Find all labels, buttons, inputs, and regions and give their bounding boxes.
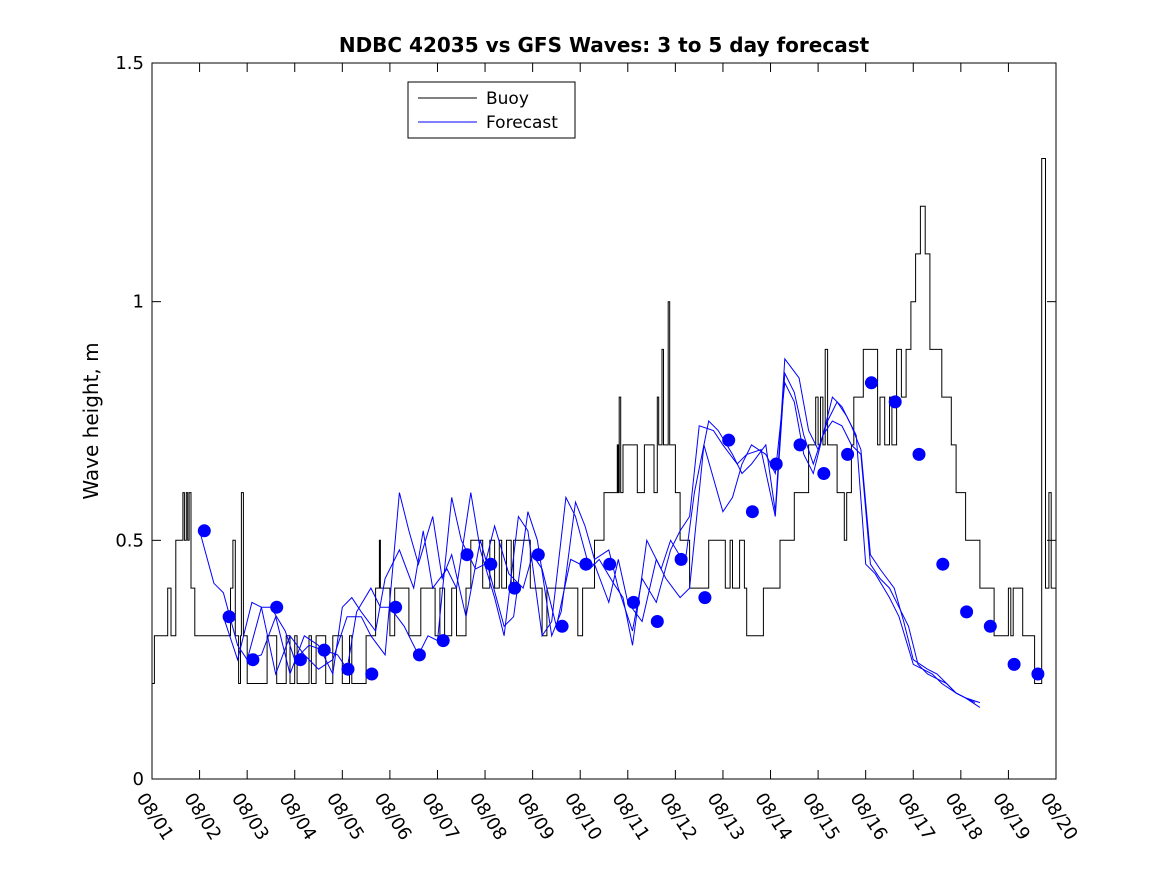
y-axis-label: Wave height, m [79,342,103,499]
forecast-marker [579,557,593,571]
forecast-marker [650,615,664,628]
buoy-line [152,158,1057,684]
forecast-marker [317,643,331,657]
forecast-marker [722,433,736,447]
legend-forecast-label: Forecast [486,113,558,133]
forecast-marker [484,557,498,571]
forecast-marker [793,438,807,452]
data-layer [152,158,1057,708]
y-tick-label: 1 [133,292,144,313]
chart-title: NDBC 42035 vs GFS Waves: 3 to 5 day fore… [339,33,870,57]
forecast-marker [841,447,855,461]
forecast-marker [627,595,640,609]
y-tick-label: 0.5 [115,530,144,551]
forecast-marker [555,619,569,633]
forecast-marker [745,505,759,519]
forecast-marker [817,467,831,480]
forecast-marker [460,548,474,562]
forecast-marker [936,557,950,571]
forecast-marker [412,648,426,662]
forecast-line-3 [247,357,981,708]
legend-buoy-label: Buoy [486,89,529,109]
forecast-marker [270,600,284,614]
y-tick-label: 0 [133,769,144,790]
forecast-marker [674,552,688,566]
forecast-marker [508,581,522,595]
forecast-marker [888,395,902,409]
axes-box [151,62,1057,780]
forecast-marker [531,548,545,562]
forecast-marker [603,557,617,571]
forecast-marker [293,653,307,667]
forecast-marker [769,457,783,471]
forecast-marker [983,619,997,633]
y-tick-label: 1.5 [115,53,144,74]
forecast-marker [436,634,450,648]
forecast-marker [197,524,211,538]
forecast-marker [389,600,403,614]
forecast-marker [246,653,260,667]
forecast-marker [222,610,236,624]
legend: Buoy Forecast [407,81,576,139]
forecast-marker [960,605,974,619]
legend-box [407,81,576,139]
plot-area [152,63,1056,779]
forecast-marker [912,447,926,461]
forecast-marker [365,667,379,681]
forecast-marker [1007,657,1021,671]
forecast-marker [1031,667,1045,681]
forecast-marker [698,591,712,605]
forecast-marker [341,662,355,676]
forecast-marker [864,376,878,390]
